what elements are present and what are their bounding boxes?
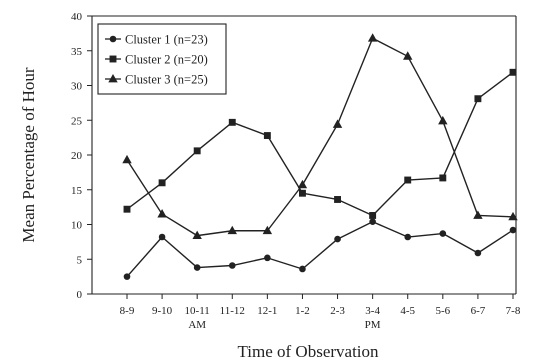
data-point xyxy=(474,249,482,257)
y-tick-label: 10 xyxy=(71,220,83,232)
data-point xyxy=(509,68,517,76)
y-tick-label: 30 xyxy=(71,81,83,93)
y-tick-label: 25 xyxy=(71,115,83,127)
axes-layer: 0 5 10 15 20 25 30 35 40 8-9 9-10 10-11 11-12 12-1 1-2… xyxy=(71,11,521,331)
data-point xyxy=(404,176,412,184)
data-point xyxy=(263,132,271,139)
series-2 xyxy=(123,68,517,219)
data-point xyxy=(369,218,376,226)
data-point xyxy=(334,235,341,243)
data-point xyxy=(264,254,271,262)
data-point xyxy=(299,189,306,197)
y-tick-label: 15 xyxy=(71,185,83,197)
series-line xyxy=(126,221,514,278)
data-point xyxy=(439,230,447,237)
data-point xyxy=(157,209,167,218)
x-tick-label: 5-6 xyxy=(435,305,450,317)
legend: Cluster 1 (n=23) Cluster 2 (n=20) Cluster … xyxy=(97,23,227,95)
data-point xyxy=(404,233,412,241)
y-tick-label: 0 xyxy=(77,289,83,301)
x-tick-label: 4-5 xyxy=(400,305,415,317)
legend-label: Cluster 3 (n=25) xyxy=(125,73,208,87)
y-axis-title: Mean Percentage of Hour xyxy=(19,67,38,242)
series-line xyxy=(126,37,514,237)
data-point xyxy=(122,154,132,164)
x-tick-label: 3-4 xyxy=(365,305,380,317)
y-tick-label: 35 xyxy=(71,46,83,58)
x-axis-title: Time of Observation xyxy=(237,342,379,361)
data-point xyxy=(439,174,447,182)
data-point xyxy=(403,51,413,60)
data-point xyxy=(474,95,482,103)
data-point xyxy=(228,262,236,269)
series-layer xyxy=(122,33,518,280)
legend-item: Cluster 3 (n=25) xyxy=(105,73,208,87)
series-1 xyxy=(123,218,517,280)
legend-marker xyxy=(109,35,117,43)
x-tick-label: 8-9 xyxy=(120,305,135,317)
data-point xyxy=(473,210,483,219)
period-label: AM xyxy=(188,319,206,331)
x-tick-label: 9-10 xyxy=(152,305,173,317)
legend-item: Cluster 1 (n=23) xyxy=(105,33,208,47)
data-point xyxy=(193,147,201,155)
y-tick-label: 5 xyxy=(77,254,83,266)
data-point xyxy=(227,225,237,235)
data-point xyxy=(297,179,308,189)
x-tick-label: 12-1 xyxy=(257,305,277,317)
data-point xyxy=(228,118,236,126)
x-tick-label: 6-7 xyxy=(471,305,486,317)
x-tick-label: 11-12 xyxy=(220,305,245,317)
data-point xyxy=(123,273,131,280)
x-tick-label: 7-8 xyxy=(506,305,521,317)
data-point xyxy=(123,205,131,213)
data-point xyxy=(332,119,343,128)
legend-item: Cluster 2 (n=20) xyxy=(105,53,208,67)
period-label: PM xyxy=(365,319,381,331)
data-point xyxy=(299,265,306,273)
y-tick-label: 20 xyxy=(71,150,83,162)
data-point xyxy=(369,212,377,219)
x-tick-label: 10-11 xyxy=(185,305,210,317)
x-tick-label: 1-2 xyxy=(295,305,310,317)
data-point xyxy=(158,179,166,187)
series-3 xyxy=(122,33,518,240)
y-tick-label: 40 xyxy=(71,11,83,23)
legend-marker xyxy=(108,73,118,83)
x-tick-label: 2-3 xyxy=(330,305,345,317)
data-point xyxy=(508,211,518,221)
data-point xyxy=(158,233,166,241)
data-point xyxy=(509,226,517,234)
legend-marker xyxy=(109,55,117,63)
legend-label: Cluster 1 (n=23) xyxy=(125,33,208,47)
data-point xyxy=(193,264,201,271)
data-point xyxy=(367,33,378,42)
data-point xyxy=(192,230,202,240)
data-point xyxy=(334,196,341,203)
data-point xyxy=(262,225,273,235)
legend-label: Cluster 2 (n=20) xyxy=(125,53,208,67)
series-line xyxy=(126,71,514,217)
data-point xyxy=(438,115,448,125)
